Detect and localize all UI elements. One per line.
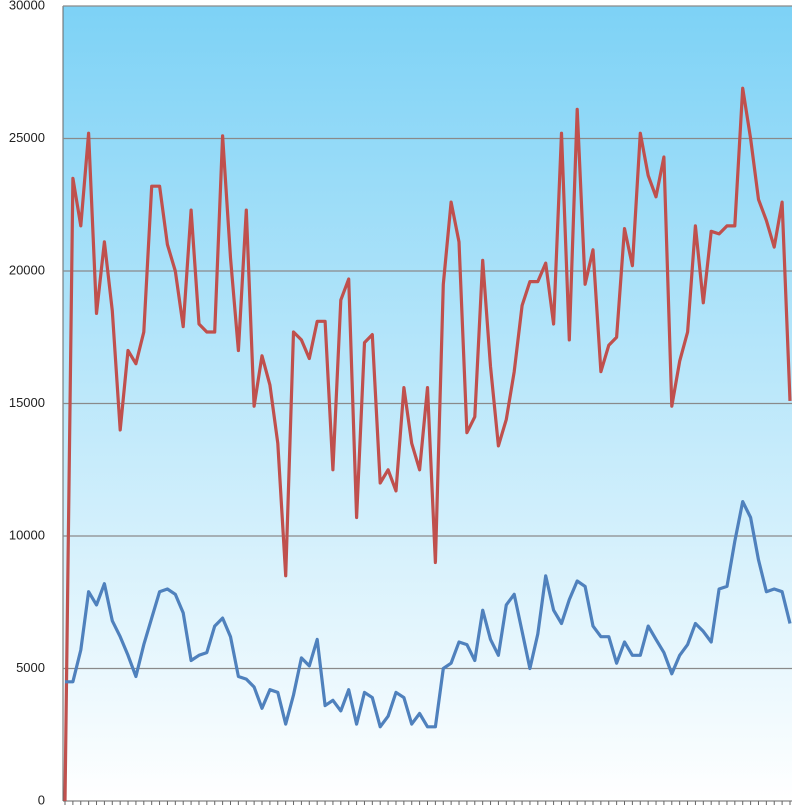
y-tick-label: 5000: [16, 660, 45, 675]
series-line: [63, 86, 792, 802]
y-tick-label: 30000: [9, 0, 45, 12]
y-tick-label: 15000: [9, 395, 45, 410]
y-tick-label: 25000: [9, 130, 45, 145]
y-tick-label: 0: [38, 792, 45, 807]
series-line: [65, 500, 792, 729]
y-tick-label: 10000: [9, 527, 45, 542]
y-tick-label: 20000: [9, 262, 45, 277]
